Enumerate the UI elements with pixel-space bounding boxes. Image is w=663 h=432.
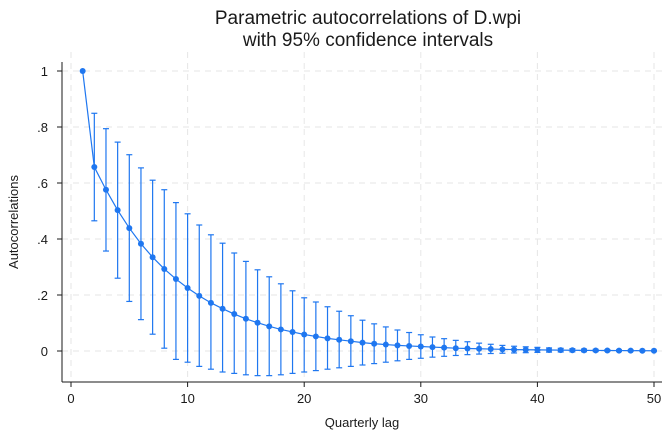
autocorrelation-point — [254, 319, 261, 326]
y-tick-label: .6 — [37, 176, 48, 191]
autocorrelation-point — [406, 342, 413, 349]
autocorrelation-point — [581, 347, 588, 354]
autocorrelation-point — [91, 164, 98, 171]
autocorrelation-point — [534, 346, 541, 353]
autocorrelation-point — [417, 343, 424, 350]
x-tick-label: 40 — [530, 391, 544, 406]
x-tick-label: 20 — [297, 391, 311, 406]
y-tick-label: 1 — [41, 64, 48, 79]
autocorrelation-point — [394, 342, 401, 349]
autocorrelation-point — [126, 225, 133, 232]
x-axis-title: Quarterly lag — [325, 415, 399, 430]
autocorrelation-point — [522, 346, 529, 353]
y-tick-label: 0 — [41, 344, 48, 359]
y-tick-label: .2 — [37, 288, 48, 303]
autocorrelation-point — [231, 311, 238, 318]
autocorrelation-point — [347, 338, 354, 345]
autocorrelation-point — [324, 335, 331, 342]
chart-title-line-1: Parametric autocorrelations of D.wpi — [215, 8, 521, 29]
grid-layer — [62, 52, 662, 382]
autocorrelation-point — [312, 333, 319, 340]
x-tick-label: 0 — [67, 391, 74, 406]
autocorrelation-point — [289, 328, 296, 335]
autocorrelation-point — [511, 346, 518, 353]
autocorrelation-point — [149, 254, 156, 261]
autocorrelation-point — [301, 331, 308, 338]
series-line-layer — [82, 70, 655, 352]
autocorrelation-point — [242, 315, 249, 322]
autocorrelation-point — [487, 346, 494, 353]
autocorrelation-point — [336, 336, 343, 343]
autocorrelation-point — [382, 341, 389, 348]
autocorrelation-point — [429, 344, 436, 351]
autocorrelation-point — [371, 340, 378, 347]
autocorrelation-point — [172, 276, 179, 283]
autocorrelation-point — [499, 346, 506, 353]
autocorrelation-point — [102, 186, 109, 193]
autocorrelation-point — [464, 345, 471, 352]
autocorrelation-point — [114, 207, 121, 214]
autocorrelation-point — [196, 292, 203, 299]
axes-layer: 0 10 20 30 40 50 0 .2 .4 .6 .8 1 — [37, 62, 662, 406]
autocorrelation-point — [266, 323, 273, 330]
y-axis-title: Autocorrelations — [6, 175, 21, 269]
autocorrelation-point — [79, 68, 86, 74]
autocorrelation-point — [452, 345, 459, 352]
y-tick-label: .8 — [37, 120, 48, 135]
autocorrelation-point — [476, 345, 483, 352]
autocorrelation-point — [161, 265, 168, 272]
y-tick-label: .4 — [37, 232, 48, 247]
autocorrelation-point — [627, 347, 634, 354]
chart-title-line-2: with 95% confidence intervals — [242, 30, 493, 51]
data-points-layer — [79, 68, 657, 354]
autocorrelation-point — [184, 285, 191, 291]
confidence-interval-layer — [91, 112, 657, 377]
x-tick-label: 50 — [647, 391, 661, 406]
autocorrelation-point — [569, 347, 576, 354]
autocorrelation-point — [359, 339, 366, 346]
autocorrelation-point — [592, 347, 599, 354]
x-tick-label: 30 — [414, 391, 428, 406]
autocorrelation-point — [546, 347, 553, 354]
autocorrelation-point — [207, 299, 214, 306]
x-tick-label: 10 — [180, 391, 194, 406]
autocorrelation-point — [604, 347, 611, 354]
autocorrelation-point — [441, 344, 448, 351]
autocorrelation-point — [639, 347, 646, 354]
autocorrelation-point — [557, 347, 564, 354]
autocorrelation-line — [82, 70, 655, 352]
autocorrelation-point — [219, 305, 226, 312]
autocorrelation-point — [137, 240, 144, 247]
autocorrelation-point — [651, 347, 657, 354]
autocorrelation-point — [616, 347, 623, 354]
autocorrelation-point — [277, 326, 284, 333]
